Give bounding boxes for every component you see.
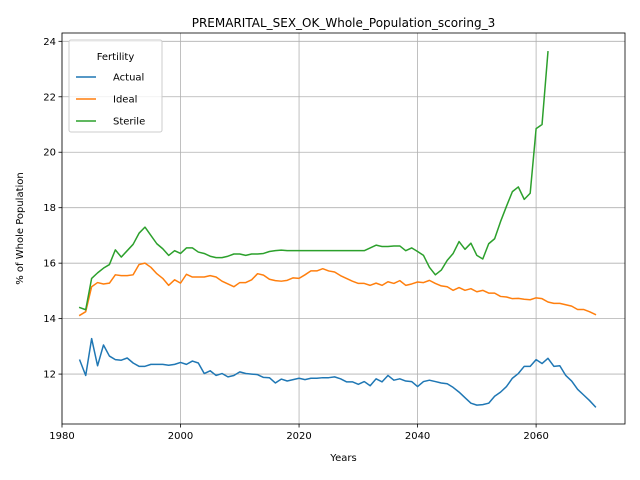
y-tick-label: 24 bbox=[43, 37, 56, 48]
y-tick-label: 12 bbox=[43, 370, 56, 381]
x-axis-label: Years bbox=[329, 453, 356, 464]
y-tick-label: 16 bbox=[43, 259, 56, 270]
legend-title: Fertility bbox=[97, 52, 135, 63]
gridlines bbox=[61, 33, 625, 424]
x-tick-label: 2000 bbox=[168, 431, 193, 442]
y-tick-label: 18 bbox=[43, 203, 56, 214]
y-tick-label: 20 bbox=[43, 148, 56, 159]
plot-area-frame bbox=[61, 32, 626, 425]
legend-label-sterile: Sterile bbox=[113, 117, 145, 128]
x-tick-label: 1980 bbox=[49, 431, 74, 442]
x-tick-label: 2020 bbox=[286, 431, 311, 442]
y-axis-ticks: 12 14 16 18 20 22 24 bbox=[43, 37, 62, 381]
x-axis-ticks: 1980 2000 2020 2040 2060 bbox=[49, 424, 549, 442]
legend-label-ideal: Ideal bbox=[113, 95, 137, 106]
x-tick-label: 2040 bbox=[405, 431, 430, 442]
series-lines bbox=[78, 51, 597, 408]
y-tick-label: 14 bbox=[43, 314, 56, 325]
legend-label-actual: Actual bbox=[113, 73, 144, 84]
y-tick-label: 22 bbox=[43, 92, 56, 103]
legend-items: Actual Ideal Sterile bbox=[76, 73, 145, 128]
y-axis-label: % of Whole Population bbox=[15, 172, 26, 285]
series-line-actual bbox=[78, 337, 597, 408]
series-line-ideal bbox=[78, 262, 597, 317]
legend-box bbox=[68, 39, 163, 133]
x-tick-label: 2060 bbox=[523, 431, 548, 442]
series-line-sterile bbox=[78, 51, 549, 311]
legend: Fertility Actual Ideal Sterile bbox=[68, 39, 163, 133]
chart-title: PREMARITAL_SEX_OK_Whole_Population_scori… bbox=[192, 16, 496, 30]
